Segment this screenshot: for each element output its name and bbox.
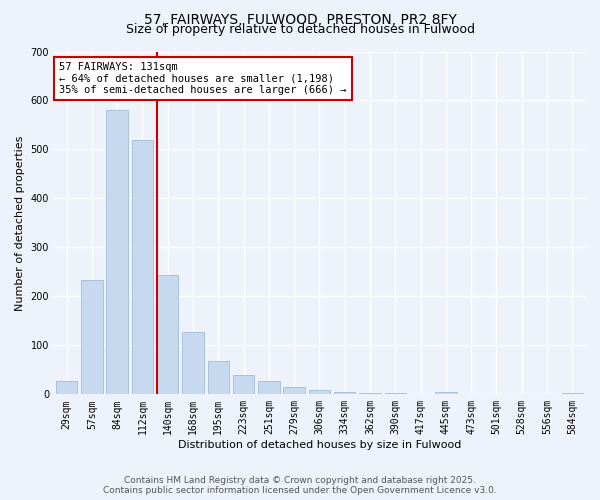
Text: 57, FAIRWAYS, FULWOOD, PRESTON, PR2 8FY: 57, FAIRWAYS, FULWOOD, PRESTON, PR2 8FY — [143, 12, 457, 26]
Bar — [157, 276, 178, 394]
X-axis label: Distribution of detached houses by size in Fulwood: Distribution of detached houses by size … — [178, 440, 461, 450]
Text: Contains HM Land Registry data © Crown copyright and database right 2025.
Contai: Contains HM Land Registry data © Crown c… — [103, 476, 497, 495]
Bar — [283, 388, 305, 394]
Bar — [334, 392, 355, 394]
Bar — [359, 393, 381, 394]
Bar — [81, 280, 103, 394]
Bar — [131, 140, 153, 394]
Bar — [309, 390, 330, 394]
Bar — [258, 381, 280, 394]
Y-axis label: Number of detached properties: Number of detached properties — [15, 135, 25, 310]
Bar — [208, 361, 229, 394]
Bar — [182, 332, 204, 394]
Bar — [106, 110, 128, 395]
Bar — [562, 393, 583, 394]
Bar — [56, 380, 77, 394]
Text: Size of property relative to detached houses in Fulwood: Size of property relative to detached ho… — [125, 22, 475, 36]
Bar — [435, 392, 457, 394]
Bar — [233, 374, 254, 394]
Text: 57 FAIRWAYS: 131sqm
← 64% of detached houses are smaller (1,198)
35% of semi-det: 57 FAIRWAYS: 131sqm ← 64% of detached ho… — [59, 62, 347, 95]
